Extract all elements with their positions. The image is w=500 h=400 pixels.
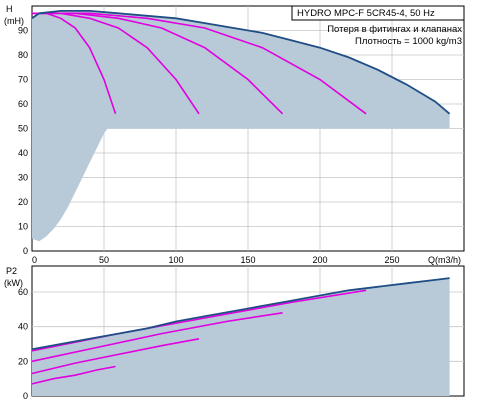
head-x-label: Q(m3/h) xyxy=(428,255,461,265)
y-tick-label: 0 xyxy=(23,246,28,256)
npsh-area xyxy=(32,104,116,242)
x-tick-label: 0 xyxy=(32,255,37,265)
info-box: HYDRO MPC-F 5CR45-4, 50 Hz Потеря в фити… xyxy=(291,5,465,47)
head-y-ticks: 0 10 20 30 40 50 60 70 80 90 xyxy=(18,26,28,257)
y-tick-label: 80 xyxy=(18,50,28,60)
head-y-label: H xyxy=(6,4,13,14)
y-tick-label: 40 xyxy=(18,322,28,332)
y-tick-label: 20 xyxy=(18,197,28,207)
y-tick-label: 70 xyxy=(18,75,28,85)
pump-curve-2 xyxy=(31,338,200,375)
power-envelope-line xyxy=(31,277,450,351)
pump-curve-4 xyxy=(32,12,367,115)
info-title: HYDRO MPC-F 5CR45-4, 50 Hz xyxy=(297,8,435,19)
power-y-label: P2 xyxy=(6,266,17,276)
y-tick-label: 60 xyxy=(18,99,28,109)
x-tick-label: 200 xyxy=(312,255,327,265)
pump-curve-3 xyxy=(31,312,283,363)
y-tick-label: 40 xyxy=(18,148,28,158)
head-panel: 0 10 20 30 40 50 60 70 80 90 0 50 100 150 200 250 H (m… xyxy=(4,4,465,265)
x-tick-label: 50 xyxy=(99,255,109,265)
envelope-curve xyxy=(31,277,450,351)
y-tick-label: 20 xyxy=(18,356,28,366)
x-tick-label: 100 xyxy=(168,255,183,265)
head-y-unit: (mH) xyxy=(4,16,24,26)
x-tick-label: 250 xyxy=(384,255,399,265)
envelope-curve xyxy=(31,10,451,115)
power-y-ticks: 0 20 40 60 xyxy=(18,287,28,400)
y-tick-label: 10 xyxy=(18,222,28,232)
info-box-frame xyxy=(291,5,465,21)
y-tick-label: 50 xyxy=(18,124,28,134)
y-tick-label: 0 xyxy=(23,391,28,400)
head-envelope-line xyxy=(31,10,451,115)
power-panel: 0 20 40 60 P2 (kW) xyxy=(4,265,465,400)
y-tick-label: 60 xyxy=(18,287,28,297)
head-npsh-area xyxy=(32,104,116,242)
y-tick-label: 30 xyxy=(18,173,28,183)
pump-curve-1 xyxy=(31,365,116,385)
x-tick-label: 150 xyxy=(240,255,255,265)
info-line-1: Потеря в фитингах и клапанах xyxy=(327,24,462,35)
power-y-unit: (kW) xyxy=(4,278,23,288)
envelope-area xyxy=(32,278,450,396)
power-envelope-area xyxy=(32,278,450,396)
head-x-ticks: 0 50 100 150 200 250 xyxy=(32,255,400,265)
y-tick-label: 90 xyxy=(18,26,28,36)
info-line-2: Плотность = 1000 kg/m3 xyxy=(355,36,462,47)
